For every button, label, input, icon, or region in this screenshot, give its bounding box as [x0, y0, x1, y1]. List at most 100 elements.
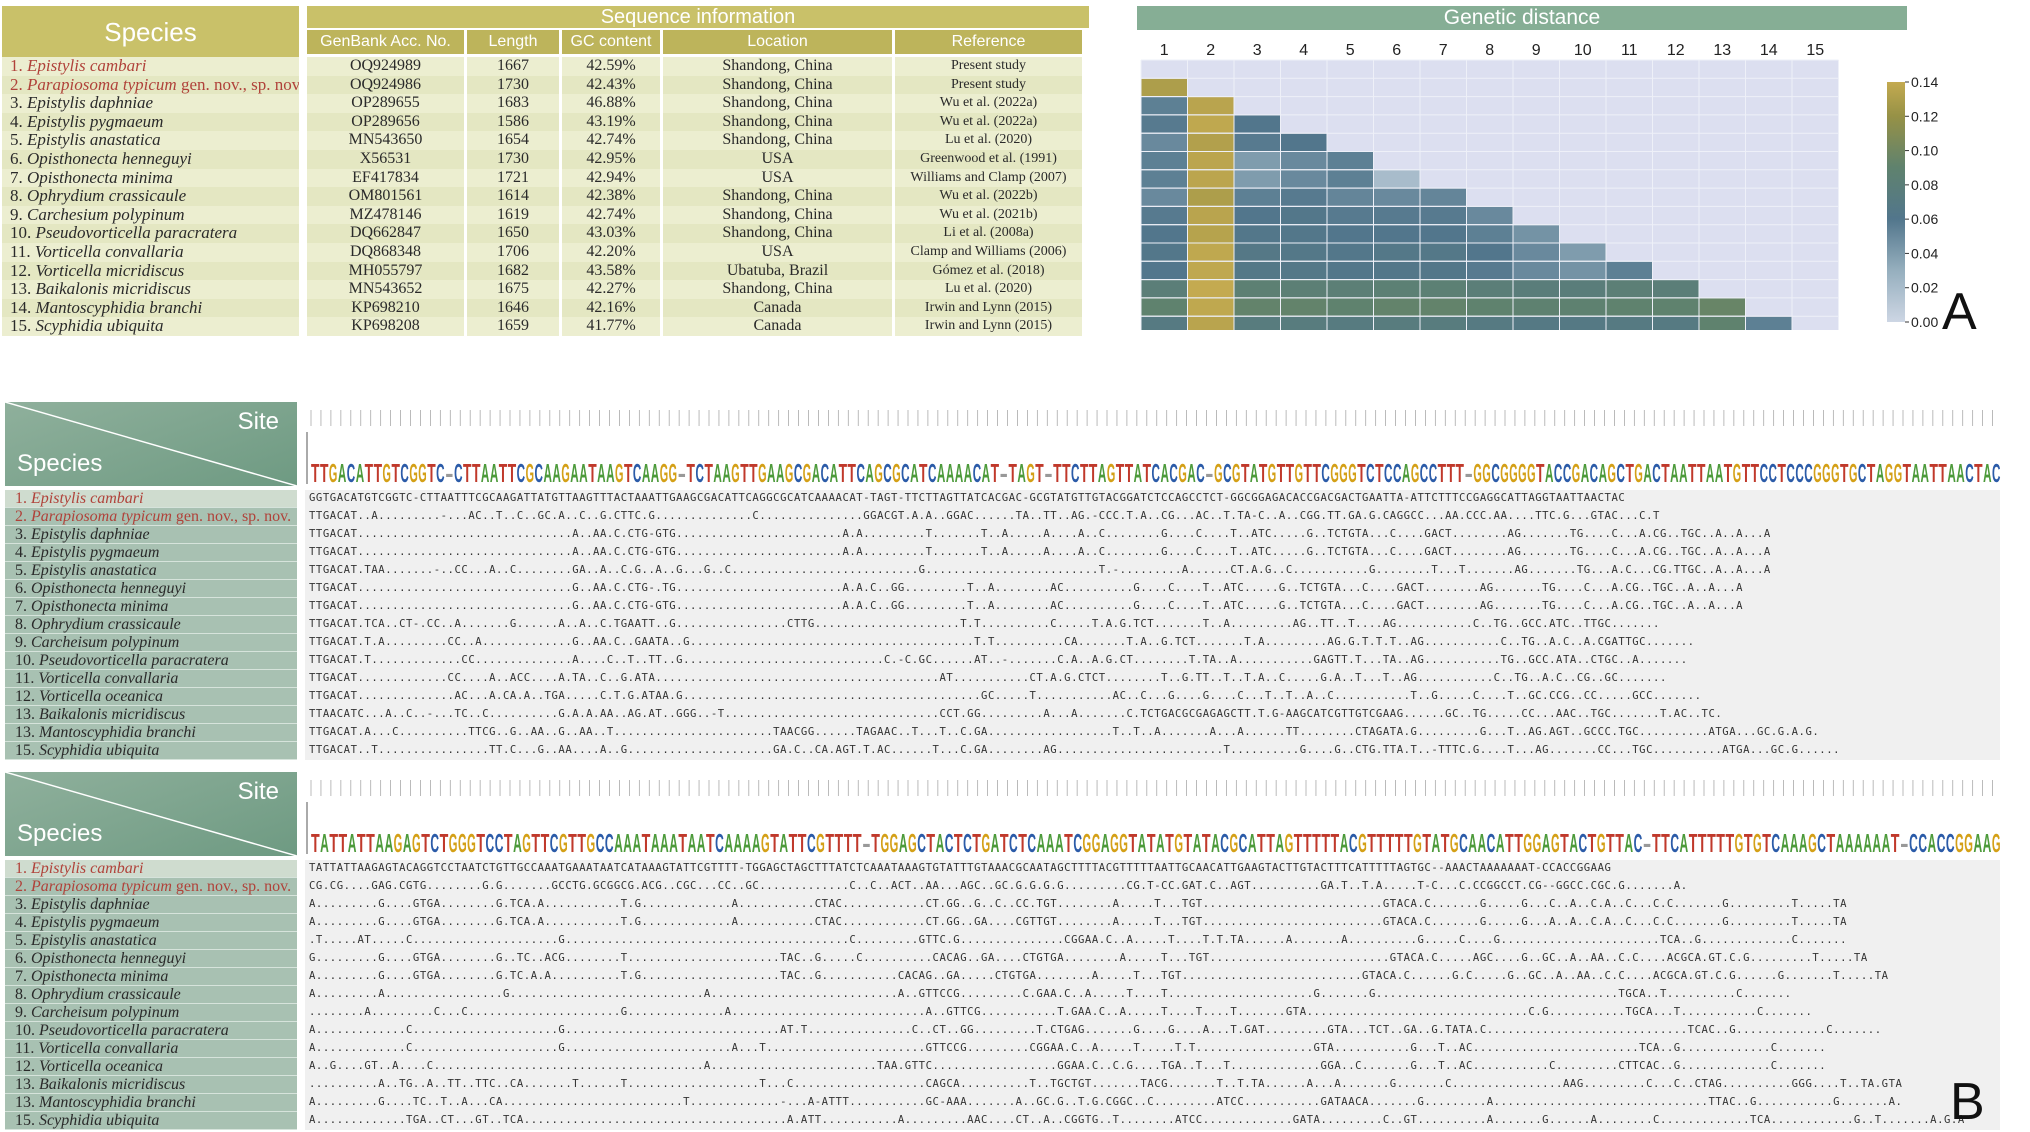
logo-letter: T: [1441, 828, 1450, 856]
sequence-row: GGTGACATGTCGGTC-CTTAATTTCGCAAGATTATGTTAA…: [309, 492, 1626, 504]
logo-letter: G: [1523, 828, 1532, 856]
logo-letter: A: [1193, 828, 1202, 856]
logo-letter: A: [1799, 828, 1808, 856]
logo-letter: A: [375, 828, 384, 856]
species-cell: 6. Opisthonecta henneguyi: [2, 150, 299, 169]
logo-letter: T: [1080, 458, 1088, 486]
logo-letter: C: [1760, 458, 1769, 486]
heatmap-column-label: 11: [1621, 42, 1638, 59]
genetic-distance-heatmap: 1 2 3 4 5 6 7 8 9 10 11 12 13 14 150.140.120.100.080.0…: [1140, 42, 1938, 330]
genetic-distance-title: Genetic distance: [1137, 6, 1907, 30]
logo-letter: G: [561, 458, 569, 486]
table-cell-ref: Greenwood et al. (1991): [895, 150, 1082, 169]
alignment-species-number: 5.: [15, 562, 31, 579]
species-cell: 4. Epistylis pygmaeum: [2, 112, 299, 132]
logo-letter: G: [1083, 828, 1092, 856]
alignment-species-number: 11.: [15, 670, 39, 687]
logo-letter: G: [1411, 458, 1419, 486]
heatmap-cell: [1419, 224, 1467, 244]
logo-letter: A: [1156, 828, 1165, 856]
logo-letter: A: [1679, 458, 1688, 486]
logo-letter: T: [704, 458, 712, 486]
heatmap-cell: [1466, 315, 1514, 330]
logo-letter: T: [1257, 828, 1266, 856]
species-epithet: micridiscus: [105, 261, 185, 280]
heatmap-cell: [1419, 205, 1467, 226]
heatmap-cell: [1140, 96, 1188, 116]
heatmap-cell: [1140, 169, 1188, 189]
logo-letter: A: [1017, 458, 1026, 486]
heatmap-cell: [1652, 315, 1700, 330]
logo-letter: A: [384, 828, 393, 856]
logo-letter: -: [1464, 458, 1472, 486]
heatmap-cell: [1605, 260, 1653, 281]
alignment-species-name: Epistylis anastatica: [31, 562, 157, 579]
alignment-species-name: Epistylis pygmaeum: [31, 544, 160, 561]
logo-letter: G: [1733, 458, 1741, 486]
logo-letter: C: [807, 828, 816, 856]
table-cell-length: 1721: [467, 168, 559, 188]
logo-letter: G: [559, 828, 568, 856]
heatmap-cell: [1140, 132, 1188, 152]
logo-letter: T: [374, 458, 382, 486]
table-cell-ref: Wu et al. (2021b): [895, 205, 1082, 225]
alignment-species-label: 1. Epistylis cambari: [5, 490, 297, 509]
table-cell-acc: X56531: [307, 150, 464, 169]
logo-letter: G: [1808, 828, 1817, 856]
logo-letter: T: [1652, 828, 1661, 856]
logo-letter: G: [1268, 458, 1276, 486]
alignment-species-label: 6. Opisthonecta henneguyi: [5, 580, 297, 599]
logo-letter: T: [972, 828, 981, 856]
sequence-row: TTGACAT.T.............CC..............A.…: [309, 654, 1688, 666]
species-number: 5.: [10, 131, 23, 150]
colorbar: [1887, 82, 1905, 322]
logo-letter: -: [1643, 828, 1652, 856]
heatmap-cell: [1373, 315, 1421, 330]
species-number: 3.: [10, 94, 23, 113]
alignment-species-label: 3. Epistylis daphniae: [5, 896, 297, 915]
heatmap-cell: [1280, 169, 1328, 189]
sequence-row: TTGACAT..T................TT.C...G..AA..…: [309, 744, 1841, 756]
table-cell-loc: Ubatuba, Brazil: [663, 261, 892, 281]
table-cell-acc: MZ478146: [307, 205, 464, 225]
logo-letter: A: [1055, 828, 1064, 856]
sequence-row: ..........A..TG..A..TT..TTC..CA.......T.…: [309, 1078, 1903, 1090]
alignment-species-label: 10. Pseudovorticella paracratera: [5, 652, 297, 671]
colorbar-tick-label: 0.02: [1911, 280, 1938, 296]
logo-letter: G: [1473, 458, 1481, 486]
logo-letter: G: [880, 828, 889, 856]
heatmap-cell: [1326, 205, 1374, 226]
heatmap-cell: [1419, 187, 1467, 207]
logo-letter: C: [1384, 458, 1393, 486]
logo-letter: A: [743, 828, 752, 856]
table-cell-acc: DQ868348: [307, 243, 464, 262]
logo-letter: C: [1937, 828, 1946, 856]
logo-letter: G: [1232, 458, 1240, 486]
logo-letter: C: [1786, 458, 1795, 486]
table-cell-gc: 41.77%: [562, 317, 660, 336]
logo-letter: A: [697, 828, 706, 856]
logo-letter: G: [1229, 828, 1238, 856]
logo-letter: G: [908, 828, 917, 856]
alignment-species-name: Vorticella oceanica: [39, 688, 163, 705]
logo-letter: A: [1863, 828, 1872, 856]
species-label: Species: [17, 450, 103, 477]
logo-letter: T: [954, 828, 963, 856]
logo-letter: T: [476, 828, 485, 856]
alignment-species-label: 13. Mantoscyphidia branchi: [5, 1094, 297, 1113]
heatmap-cell: [1140, 297, 1188, 317]
logo-letter: T: [1891, 828, 1900, 856]
logo-letter: C: [1009, 828, 1018, 856]
logo-letter: C: [1491, 458, 1500, 486]
logo-letter: A: [1928, 828, 1937, 856]
heatmap-cell: [1512, 260, 1560, 281]
table-cell-length: 1619: [467, 205, 559, 225]
alignment-species-number: 9.: [15, 634, 31, 651]
species-genus: Epistylis: [27, 94, 86, 113]
table-cell-length: 1646: [467, 298, 559, 318]
heatmap-cell: [1233, 132, 1281, 152]
alignment-species-name: Carcheisum polypinum: [31, 1004, 180, 1021]
heatmap-cell: [1559, 260, 1607, 281]
alignment-species-number: 7.: [15, 968, 31, 985]
heatmap-cell: [1233, 315, 1281, 330]
